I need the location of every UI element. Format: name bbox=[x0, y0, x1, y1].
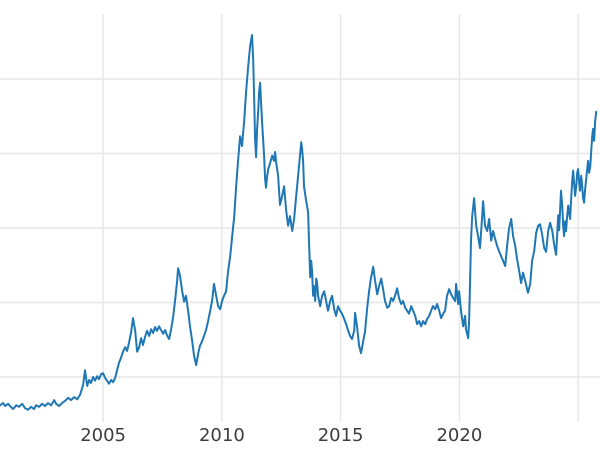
x-tick-label: 2020 bbox=[436, 425, 482, 446]
x-tick-label: 2010 bbox=[199, 425, 245, 446]
price-line bbox=[0, 34, 598, 411]
x-tick-label: 2015 bbox=[318, 425, 364, 446]
gridlines bbox=[0, 14, 600, 422]
x-axis-tick-labels: 2005 2010 2015 2020 bbox=[80, 425, 482, 446]
x-tick-label: 2005 bbox=[80, 425, 126, 446]
